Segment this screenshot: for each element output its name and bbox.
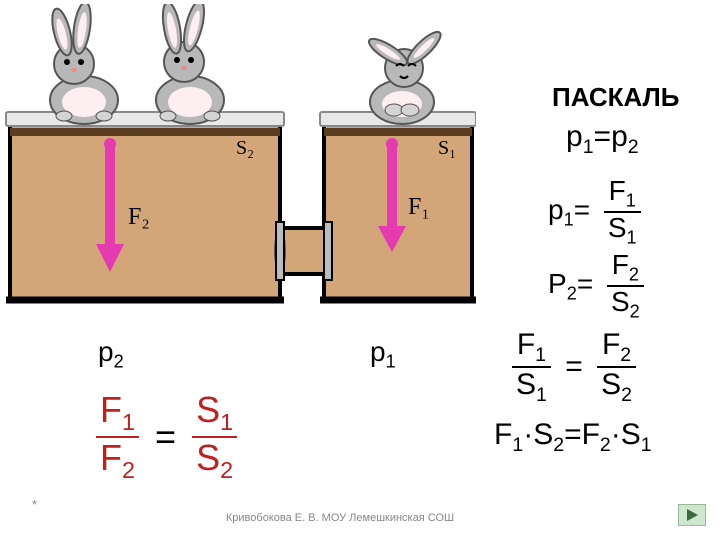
cross-product: F1·S2=F2·S1 — [494, 418, 652, 457]
s1-label: S₁ — [438, 137, 456, 159]
next-slide-button[interactable] — [678, 504, 706, 526]
p1-text: p — [370, 336, 386, 367]
rabbit-3 — [366, 28, 445, 124]
main-ratio-formula: F1 F2 = S1 S2 — [96, 390, 237, 484]
footer-credit: Кривобокова Е. В. МОУ Лемешкинская СОШ — [200, 512, 480, 524]
p2-text: p — [98, 336, 114, 367]
connector-pipe — [276, 222, 332, 280]
rabbit-2 — [156, 4, 224, 124]
pascal-diagram: S₂ S₁ F₂ F₁ — [4, 4, 476, 324]
svg-text:F₂: F₂ — [128, 204, 150, 230]
asterisk: * — [32, 497, 37, 512]
svg-text:F₁: F₁ — [408, 194, 430, 220]
ratio-equality: F1 S1 = F2 S2 — [512, 328, 636, 407]
p2-sub: 2 — [114, 352, 124, 372]
p1-eq-p2: p1=p2 — [566, 120, 639, 159]
rabbit-1 — [48, 4, 118, 124]
pascal-title: ПАСКАЛЬ — [552, 84, 692, 111]
play-icon — [685, 508, 699, 522]
p1-below-label: p1 — [370, 336, 396, 373]
p1-def: p1= F1 S1 — [548, 176, 641, 247]
p2-below-label: p2 — [98, 336, 124, 373]
p2-def: P2= F2 S2 — [548, 250, 644, 321]
s2-label: S₂ — [236, 137, 254, 159]
p1-sub: 1 — [386, 352, 396, 372]
